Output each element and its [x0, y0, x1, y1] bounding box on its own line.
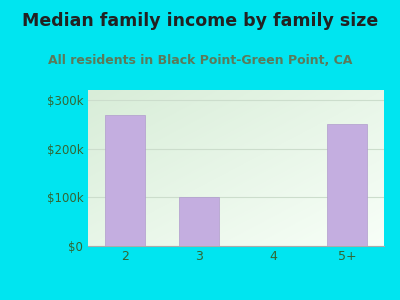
Text: Median family income by family size: Median family income by family size: [22, 12, 378, 30]
Text: All residents in Black Point-Green Point, CA: All residents in Black Point-Green Point…: [48, 54, 352, 67]
Bar: [327, 124, 367, 246]
Bar: [105, 115, 145, 246]
Bar: [179, 197, 219, 246]
